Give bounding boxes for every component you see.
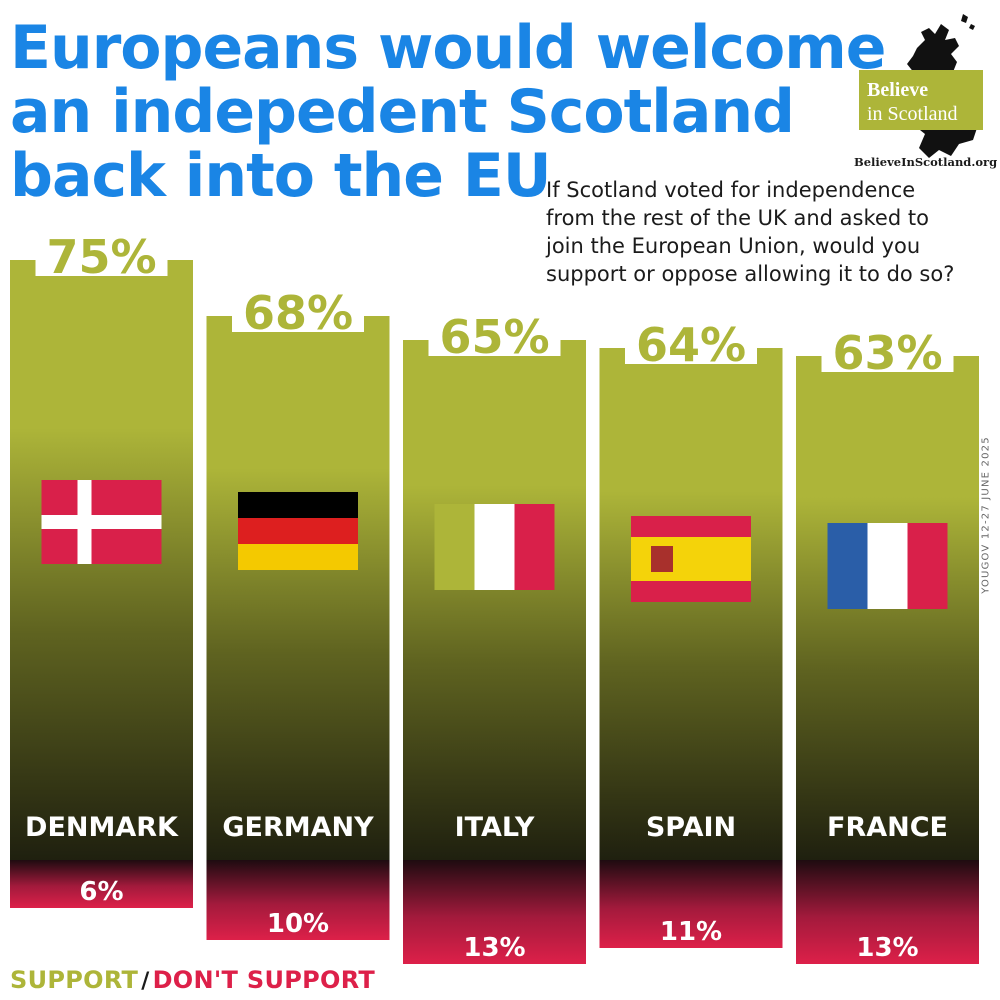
question-line-4: support or oppose allowing it to do so? [546, 262, 955, 286]
flag-band-white [474, 504, 515, 590]
chart-legend: SUPPORT / DON'T SUPPORT [10, 966, 375, 994]
oppose-bar-germany [206, 860, 390, 940]
oppose-value-label: 11% [660, 917, 722, 947]
oppose-bar-france [796, 860, 979, 964]
support-bar-germany [206, 316, 390, 860]
oppose-bar-spain [599, 860, 783, 948]
title-line-2: an indepedent Scotland [10, 77, 795, 147]
support-value-label: 65% [439, 310, 549, 364]
flag-band-yellow [631, 537, 751, 581]
flag-band-blue [827, 523, 868, 609]
oppose-value-label: 13% [463, 933, 525, 963]
support-label-panel [232, 286, 364, 332]
support-value-label: 64% [636, 318, 746, 372]
flag-band-gold [238, 544, 358, 570]
country-label-italy: ITALY [455, 812, 535, 843]
france-flag-icon [827, 523, 948, 609]
flag-band-green [434, 504, 475, 590]
flag-band-black [238, 492, 358, 518]
flag-band-red [238, 518, 358, 544]
support-value-label: 75% [46, 230, 156, 284]
flag-cross-horizontal [41, 515, 162, 529]
legend-separator: / [141, 969, 150, 994]
support-value-label: 63% [832, 326, 942, 380]
support-bar-spain [599, 348, 783, 860]
spain-flag-icon [631, 516, 751, 602]
oppose-value-label: 10% [267, 909, 329, 939]
question-line-2: from the rest of the UK and asked to [546, 206, 929, 230]
support-label-panel [821, 326, 954, 372]
title-line-1: Europeans would welcome [10, 13, 886, 83]
question-line-1: If Scotland voted for independence [546, 178, 916, 202]
survey-question: If Scotland voted for independence from … [546, 176, 996, 288]
flag-band-white [867, 523, 908, 609]
support-label-panel [428, 310, 561, 356]
oppose-bar-denmark [10, 860, 193, 908]
title-line-3: back into the EU [10, 141, 552, 211]
oppose-value-label: 6% [79, 877, 123, 907]
chart-title: Europeans would welcome an indepedent Sc… [10, 13, 886, 211]
legend-oppose: DON'T SUPPORT [152, 966, 376, 994]
country-label-germany: GERMANY [222, 812, 374, 843]
logo-url: BelieveInScotland.org [854, 155, 998, 169]
flag-band-red [514, 504, 555, 590]
germany-flag-icon [238, 492, 358, 570]
islands-icon [961, 14, 975, 30]
legend-support: SUPPORT [10, 966, 139, 994]
country-label-spain: SPAIN [646, 812, 736, 843]
support-label-panel [625, 318, 757, 364]
flag-band-red [907, 523, 948, 609]
denmark-flag-icon [41, 480, 162, 564]
question-line-3: join the European Union, would you [546, 234, 921, 258]
country-label-france: FRANCE [827, 812, 948, 843]
flag-coat-of-arms [651, 546, 673, 572]
believe-in-scotland-logo: Believe in Scotland [859, 14, 983, 158]
country-label-denmark: DENMARK [25, 812, 179, 843]
oppose-value-label: 13% [856, 933, 918, 963]
oppose-bar-italy [403, 860, 586, 964]
logo-line-1: Believe [867, 79, 928, 101]
italy-flag-icon [434, 504, 555, 590]
support-label-panel [35, 230, 168, 276]
support-value-label: 68% [243, 286, 353, 340]
logo-badge [859, 70, 983, 130]
support-bar-italy [403, 340, 586, 860]
logo-line-2: in Scotland [867, 103, 958, 125]
